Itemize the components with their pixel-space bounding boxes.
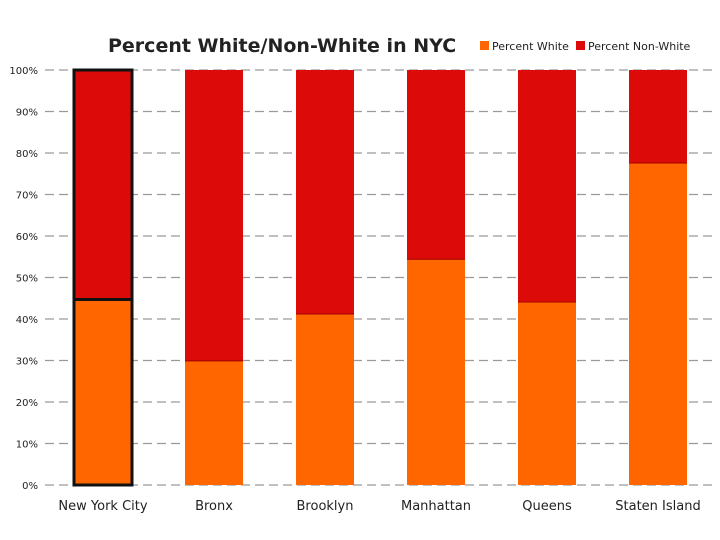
- x-tick-label: New York City: [58, 499, 147, 514]
- x-tick-label: Brooklyn: [297, 499, 354, 514]
- bar-new-york-city-non-white: [74, 70, 132, 300]
- y-tick-label: 20%: [16, 398, 38, 409]
- gridlines: [45, 69, 715, 486]
- y-tick-label: 0%: [22, 481, 38, 492]
- legend-swatch-white: [480, 41, 489, 50]
- y-tick-label: 70%: [16, 191, 38, 202]
- bar-bronx-non-white: [185, 70, 243, 361]
- y-tick-label: 80%: [16, 149, 38, 160]
- legend-swatch-non-white: [576, 41, 585, 50]
- y-tick-label: 90%: [16, 108, 38, 119]
- legend-label-white: Percent White: [492, 40, 569, 53]
- y-tick-label: 60%: [16, 232, 38, 243]
- x-tick-label: Queens: [522, 499, 572, 514]
- bar-brooklyn-non-white: [296, 70, 354, 315]
- x-axis-tick-labels: New York City Bronx Brooklyn Manhattan Queen…: [58, 499, 700, 514]
- bar-manhattan-non-white: [407, 70, 465, 260]
- y-tick-label: 40%: [16, 315, 38, 326]
- y-tick-label: 30%: [16, 357, 38, 368]
- y-axis-tick-labels: 0% 10% 20% 30% 40% 50% 60% 70% 80% 90% 100%: [9, 66, 38, 492]
- bar-queens-white: [518, 301, 576, 485]
- chart-title: Percent White/Non-White in NYC: [108, 35, 456, 57]
- bars: [72, 68, 687, 487]
- bar-queens-non-white: [518, 70, 576, 302]
- bar-staten-island-white: [629, 162, 687, 485]
- x-tick-label: Staten Island: [615, 499, 700, 514]
- legend: Percent White Percent Non-White: [480, 40, 691, 53]
- x-tick-label: Manhattan: [401, 499, 471, 514]
- y-tick-label: 50%: [16, 274, 38, 285]
- highlight-outline: [72, 68, 134, 487]
- bar-manhattan-white: [407, 259, 465, 485]
- bar-new-york-city-white: [74, 299, 132, 485]
- bar-brooklyn-white: [296, 314, 354, 485]
- bar-bronx-white: [185, 360, 243, 485]
- x-tick-label: Bronx: [195, 499, 233, 514]
- bar-staten-island-non-white: [629, 70, 687, 163]
- y-tick-label: 10%: [16, 440, 38, 451]
- legend-label-non-white: Percent Non-White: [588, 40, 691, 53]
- y-tick-label: 100%: [9, 66, 38, 77]
